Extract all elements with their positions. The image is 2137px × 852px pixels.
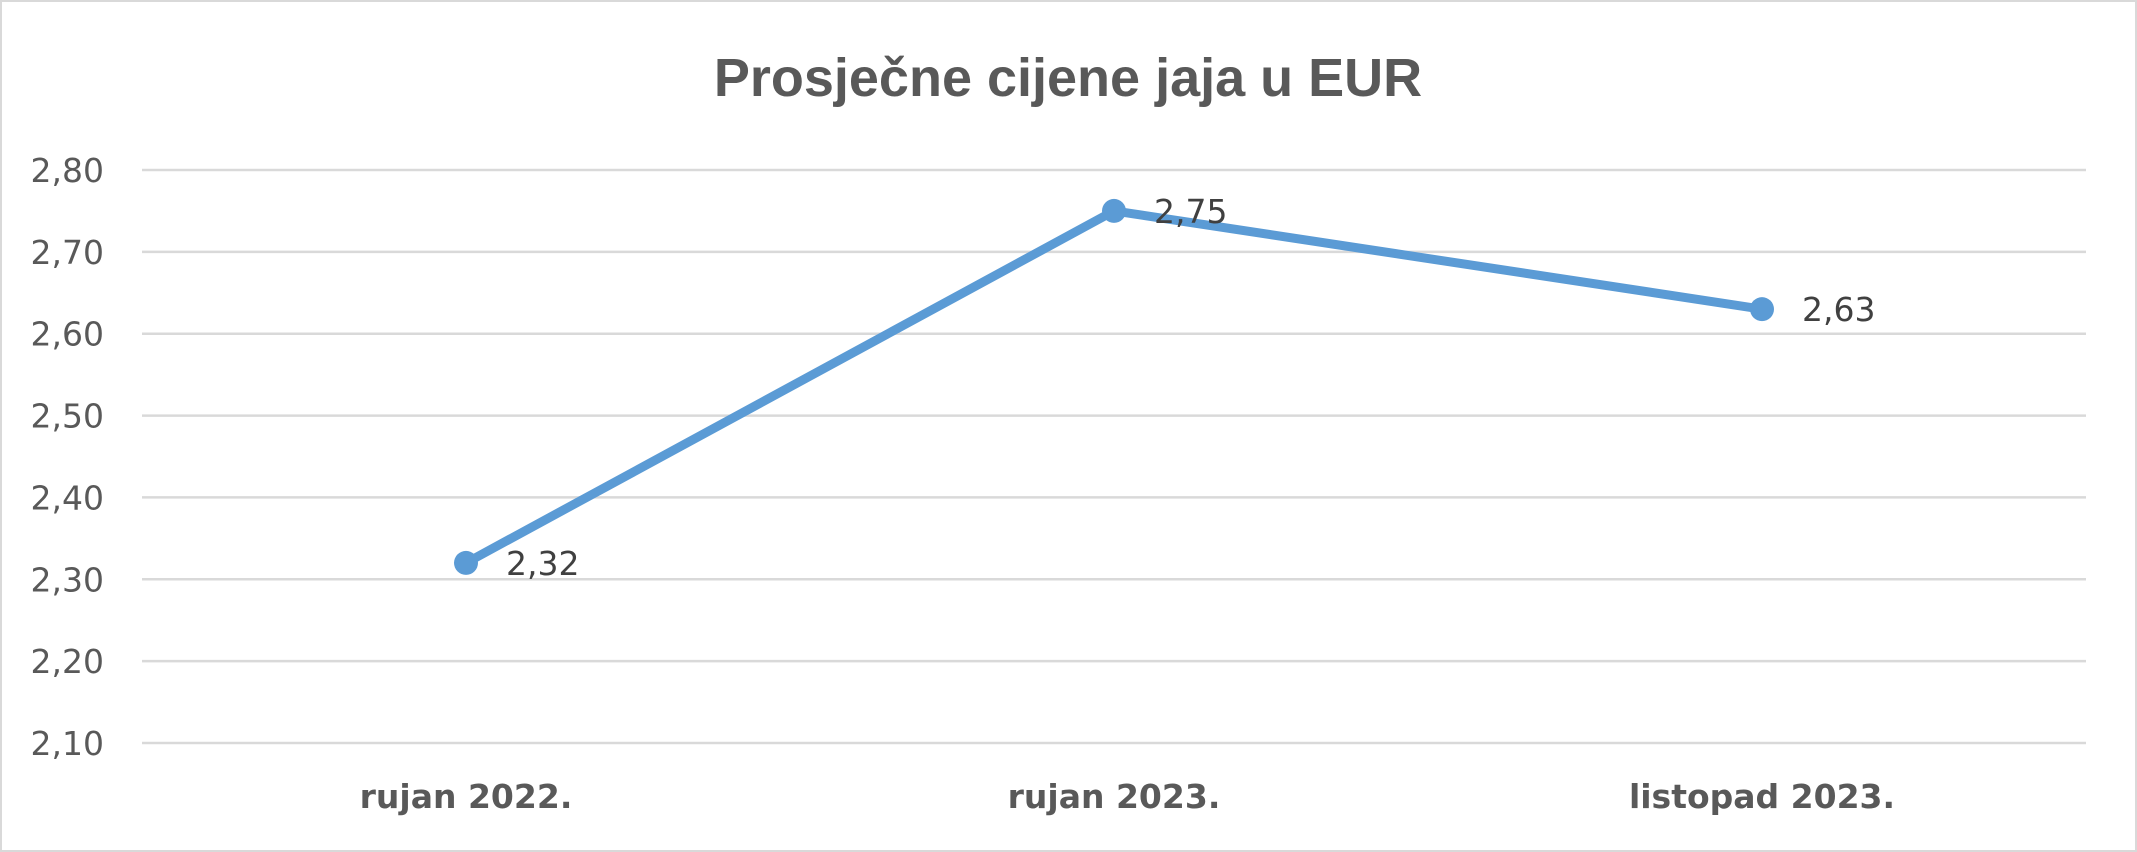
series xyxy=(454,198,1774,575)
series-line xyxy=(461,206,1767,568)
y-tick-label: 2,10 xyxy=(31,724,104,763)
data-label: 2,32 xyxy=(506,544,579,583)
x-tick-label: listopad 2023. xyxy=(1629,777,1895,816)
x-tick-label: rujan 2022. xyxy=(360,777,573,816)
y-tick-label: 2,70 xyxy=(31,233,104,272)
y-tick-label: 2,50 xyxy=(31,397,104,436)
y-tick-label: 2,40 xyxy=(31,478,104,517)
data-point xyxy=(1750,297,1774,322)
chart-title: Prosječne cijene jaja u EUR xyxy=(714,48,1422,108)
data-label: 2,75 xyxy=(1154,192,1227,231)
y-axis: 2,10 2,20 2,30 2,40 2,50 2,60 2,70 2,80 xyxy=(31,151,104,763)
data-label: 2,63 xyxy=(1802,290,1875,329)
gridlines xyxy=(142,168,2086,745)
x-tick-label: rujan 2023. xyxy=(1008,777,1221,816)
data-point xyxy=(1102,198,1126,223)
y-tick-label: 2,30 xyxy=(31,560,104,599)
x-axis: rujan 2022. rujan 2023. listopad 2023. xyxy=(360,777,1895,816)
y-tick-label: 2,60 xyxy=(31,315,104,354)
y-tick-label: 2,20 xyxy=(31,642,104,681)
data-labels: 2,32 2,75 2,63 xyxy=(506,192,1875,583)
data-point xyxy=(454,550,478,575)
y-tick-label: 2,80 xyxy=(31,151,104,190)
